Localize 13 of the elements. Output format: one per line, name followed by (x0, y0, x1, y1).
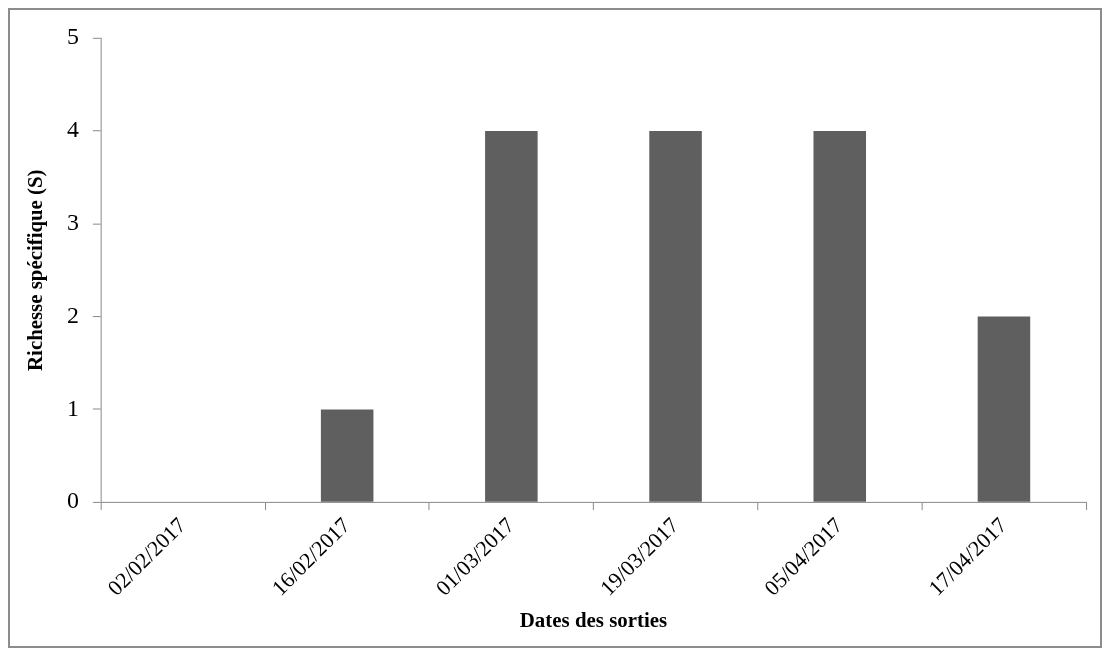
y-tick-label: 5 (66, 23, 79, 50)
y-tick-label: 0 (66, 487, 80, 514)
x-axis-title: Dates des sorties (519, 607, 668, 632)
y-tick-label: 1 (66, 394, 79, 421)
bar (813, 131, 867, 502)
y-tick-label: 2 (66, 301, 79, 328)
y-tick-label: 4 (66, 116, 80, 143)
bar (977, 316, 1031, 502)
y-axis-title: Richesse spécifique (S) (22, 169, 47, 371)
bar (320, 409, 374, 502)
y-tick-label: 3 (66, 209, 79, 236)
bar (485, 131, 538, 502)
bar (649, 131, 702, 502)
